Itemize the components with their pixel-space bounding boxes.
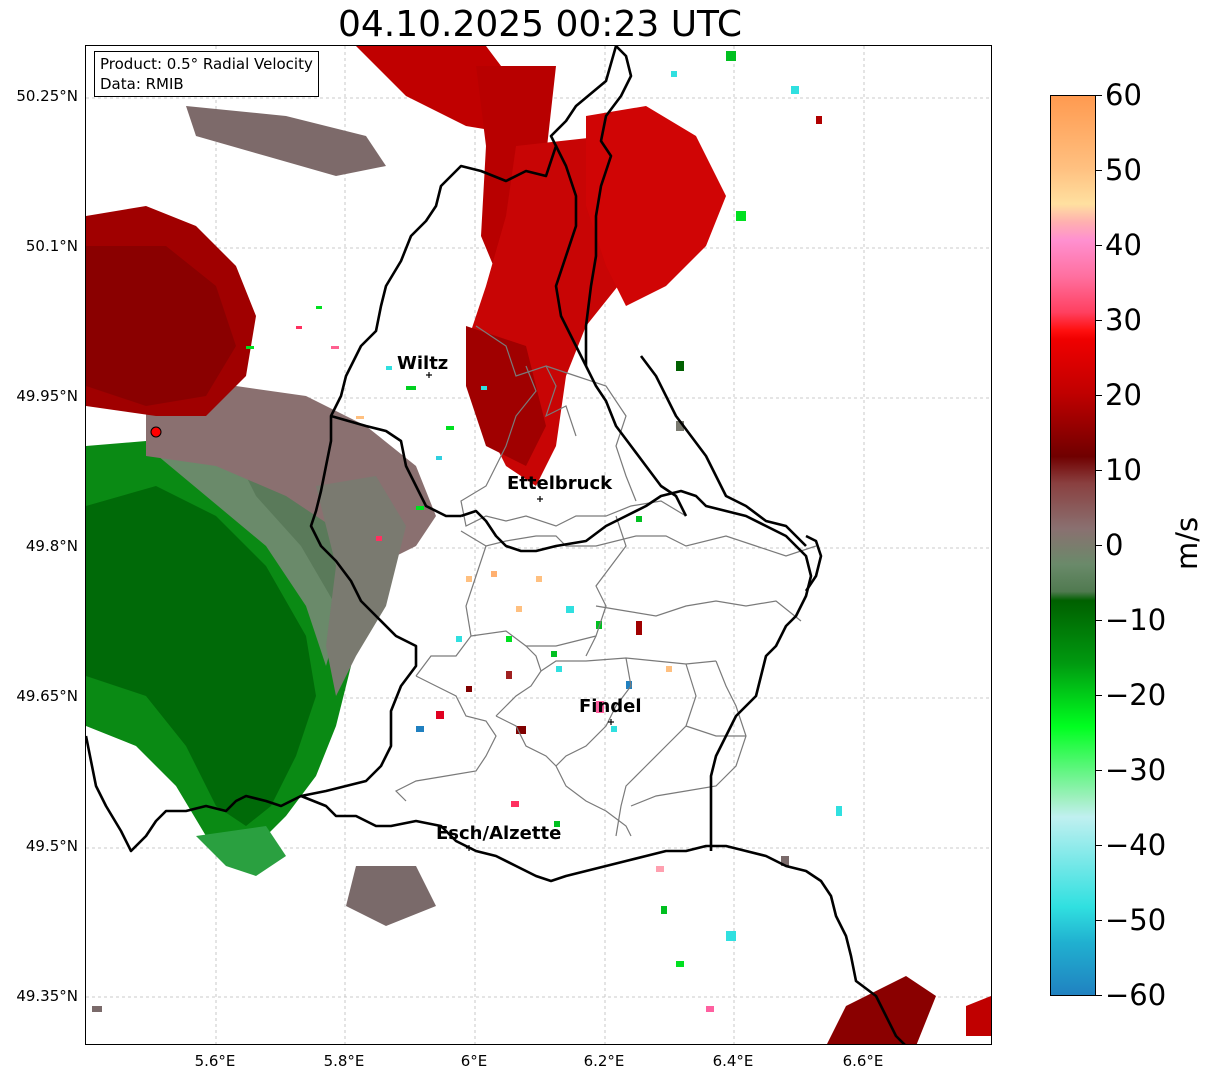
lat-tick-label: 49.8°N [25,537,78,555]
lat-tick-label: 50.25°N [16,87,78,105]
echo-speckles [92,51,842,1012]
place-label: Ettelbruck [507,473,613,494]
place-labels: Wiltz Ettelbruck Findel Esch/Alzette [397,353,642,844]
colorbar-tick [1096,920,1102,921]
echo-neutral-region [146,106,436,926]
colorbar-tick-label: 50 [1105,153,1142,187]
lon-tick-label: 6.6°E [842,1052,884,1070]
place-label: Findel [579,696,642,717]
lat-tick-label: 49.65°N [16,687,78,705]
radar-map-canvas: Wiltz Ettelbruck Findel Esch/Alzette [86,46,991,1044]
colorbar-tick [1096,770,1102,771]
place-marker-findel [608,719,614,725]
colorbar-tick [1096,695,1102,696]
colorbar-tick-label: 10 [1105,453,1142,487]
colorbar-tick [1096,545,1102,546]
colorbar-gradient [1051,96,1095,995]
radar-map[interactable]: Wiltz Ettelbruck Findel Esch/Alzette [85,45,992,1045]
country-borders [86,46,906,1044]
place-marker-esch [466,845,472,851]
place-label: Wiltz [397,353,448,374]
colorbar-unit-label: m/s [1170,516,1204,570]
product-info-box: Product: 0.5° Radial Velocity Data: RMIB [94,51,319,97]
place-marker-ettelbruck [537,496,543,502]
colorbar-tick-label: −20 [1105,678,1167,712]
colorbar-tick-label: −50 [1105,903,1167,937]
place-label: Esch/Alzette [436,823,561,844]
lon-tick-label: 6°E [460,1052,488,1070]
radar-site-marker[interactable] [150,426,162,438]
lon-tick-label: 6.2°E [583,1052,625,1070]
data-source-label: Data: RMIB [100,75,184,93]
lat-tick-label: 50.1°N [25,237,78,255]
colorbar-tick-label: −60 [1105,978,1167,1012]
map-title: 04.10.2025 00:23 UTC [337,4,743,45]
district-borders [394,325,817,837]
colorbar-tick-label: −40 [1105,828,1167,862]
colorbar-tick-label: 40 [1105,228,1142,262]
colorbar-tick-label: −10 [1105,603,1167,637]
lat-tick-label: 49.95°N [16,387,78,405]
lon-tick-label: 5.6°E [194,1052,236,1070]
lat-tick-label: 49.5°N [25,837,78,855]
colorbar-tick-label: −30 [1105,753,1167,787]
colorbar-tick-label: 60 [1105,78,1142,112]
colorbar-tick-label: 30 [1105,303,1142,337]
lon-tick-label: 5.8°E [323,1052,365,1070]
echo-outbound-region [86,46,991,1044]
colorbar-tick [1096,995,1102,996]
velocity-colorbar [1050,95,1096,996]
product-label: Product: 0.5° Radial Velocity [100,55,313,73]
lon-tick-label: 6.4°E [712,1052,754,1070]
colorbar-tick-label: 0 [1105,528,1124,562]
colorbar-tick [1096,245,1102,246]
colorbar-tick [1096,470,1102,471]
place-marker-wiltz [426,372,432,378]
colorbar-tick [1096,620,1102,621]
colorbar-tick [1096,170,1102,171]
place-markers [426,372,614,851]
lat-tick-label: 49.35°N [16,987,78,1005]
colorbar-tick [1096,845,1102,846]
colorbar-tick-label: 20 [1105,378,1142,412]
colorbar-tick [1096,320,1102,321]
colorbar-tick [1096,395,1102,396]
colorbar-tick [1096,95,1102,96]
